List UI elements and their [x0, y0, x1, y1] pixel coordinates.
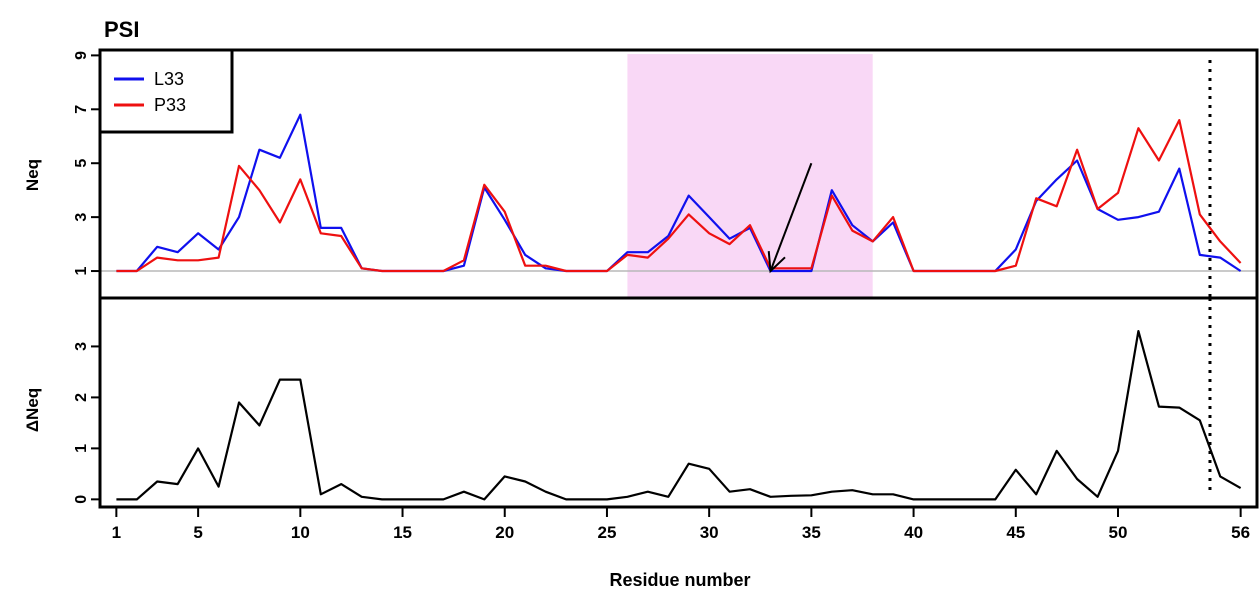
bottom-y-tick-label: 1 — [73, 444, 90, 453]
delta-neq-line — [116, 330, 1242, 501]
series-line-p33 — [116, 118, 1242, 273]
x-tick-label: 50 — [1109, 523, 1128, 542]
bottom-y-axis-label: ΔNeq — [23, 388, 42, 432]
bottom-y-tick-label: 3 — [73, 342, 90, 351]
bottom-panel-frame — [98, 296, 1259, 509]
series-line-l33 — [116, 113, 1242, 273]
bottom-y-tick-label: 2 — [73, 393, 90, 402]
top-y-tick-label: 1 — [73, 266, 90, 275]
top-y-tick-label: 5 — [73, 159, 90, 168]
top-y-tick-label: 7 — [73, 105, 90, 114]
annotation-arrow-shaft — [769, 162, 813, 272]
top-y-tick-label: 3 — [73, 213, 90, 222]
annotation-arrow-head — [767, 251, 786, 274]
x-tick-label: 40 — [904, 523, 923, 542]
top-y-tick-label: 9 — [73, 51, 90, 60]
legend-label-l33: L33 — [154, 69, 184, 89]
x-tick-label: 30 — [700, 523, 719, 542]
x-tick-label: 35 — [802, 523, 821, 542]
x-tick-label: 15 — [393, 523, 412, 542]
x-tick-label: 25 — [597, 523, 616, 542]
x-tick-label: 45 — [1006, 523, 1025, 542]
x-tick-label: 10 — [291, 523, 310, 542]
bottom-y-tick-label: 0 — [73, 495, 90, 504]
chart-title: PSI — [104, 17, 139, 42]
x-tick-label: 5 — [193, 523, 202, 542]
legend-label-p33: P33 — [154, 95, 186, 115]
x-tick-label: 1 — [112, 523, 121, 542]
x-axis-label: Residue number — [609, 570, 750, 590]
top-y-axis-label: Neq — [23, 159, 42, 191]
highlight-region — [627, 54, 873, 300]
x-tick-label: 56 — [1231, 523, 1250, 542]
x-tick-label: 20 — [495, 523, 514, 542]
legend-box — [98, 48, 234, 134]
neq-panel: 1 3 5 7 9 L33 P33 — [73, 48, 1259, 300]
